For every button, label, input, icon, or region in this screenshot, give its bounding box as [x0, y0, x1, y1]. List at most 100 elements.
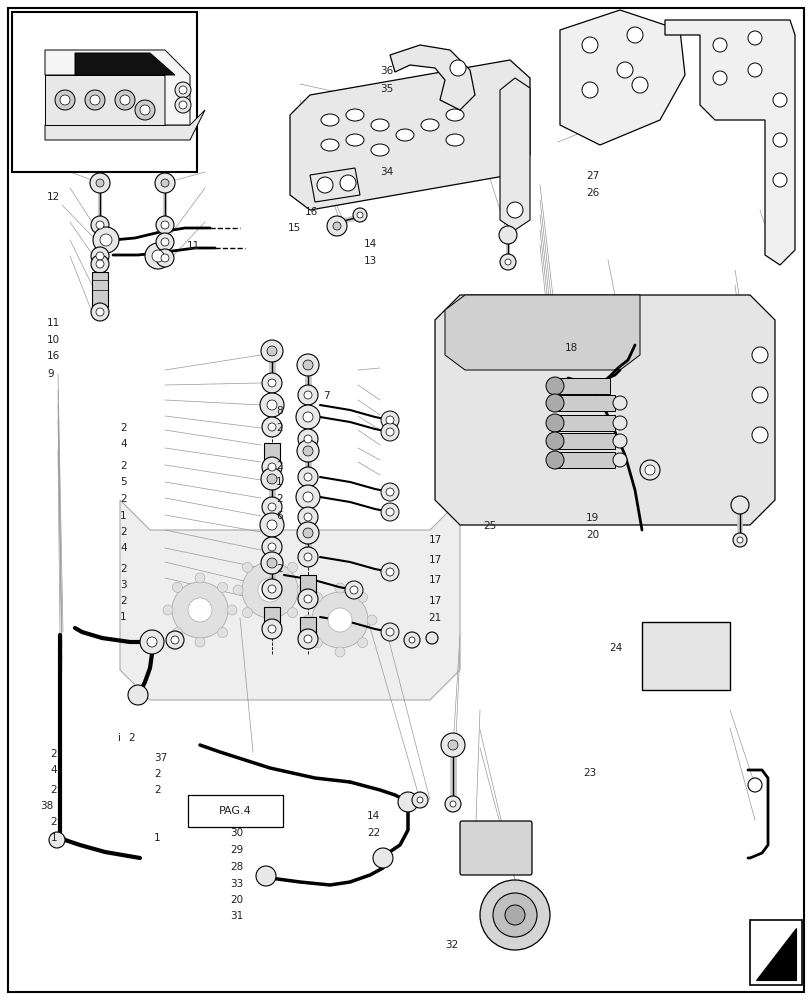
Circle shape [242, 608, 252, 618]
Circle shape [747, 31, 761, 45]
Text: 20: 20 [230, 895, 242, 905]
Circle shape [139, 105, 150, 115]
Circle shape [227, 605, 237, 615]
Text: 2: 2 [120, 423, 127, 433]
Text: 4: 4 [120, 543, 127, 553]
Bar [642, 622, 729, 690]
Circle shape [90, 173, 109, 193]
Circle shape [175, 82, 191, 98]
Circle shape [303, 473, 311, 481]
Bar [299, 617, 315, 637]
Circle shape [380, 503, 398, 521]
Circle shape [296, 485, 320, 509]
Circle shape [217, 628, 227, 638]
Circle shape [152, 250, 164, 262]
Text: 17: 17 [428, 535, 441, 545]
Text: 25: 25 [483, 521, 496, 531]
Circle shape [298, 467, 318, 487]
Text: 2: 2 [50, 817, 57, 827]
Circle shape [303, 492, 312, 502]
Circle shape [115, 90, 135, 110]
Circle shape [172, 582, 228, 638]
Text: 8: 8 [276, 406, 282, 416]
Polygon shape [75, 53, 175, 75]
Text: 2: 2 [154, 785, 161, 795]
Circle shape [172, 628, 182, 638]
Text: 2: 2 [276, 494, 282, 504]
Circle shape [397, 792, 418, 812]
Circle shape [303, 513, 311, 521]
Circle shape [449, 801, 456, 807]
Text: 27: 27 [586, 171, 599, 181]
Circle shape [479, 880, 549, 950]
Circle shape [262, 497, 281, 517]
Circle shape [736, 537, 742, 543]
Circle shape [96, 221, 104, 229]
Circle shape [385, 488, 393, 496]
Circle shape [161, 179, 169, 187]
Circle shape [178, 101, 187, 109]
Circle shape [268, 625, 276, 633]
Text: 22: 22 [367, 828, 380, 838]
Circle shape [449, 60, 466, 76]
Circle shape [297, 440, 319, 462]
Circle shape [262, 619, 281, 639]
Text: 16: 16 [47, 351, 60, 361]
Text: 32: 32 [444, 940, 457, 950]
Circle shape [626, 27, 642, 43]
Ellipse shape [345, 134, 363, 146]
Circle shape [303, 435, 311, 443]
Polygon shape [560, 10, 684, 145]
Circle shape [448, 740, 457, 750]
Circle shape [161, 221, 169, 229]
Circle shape [255, 866, 276, 886]
Bar [554, 415, 614, 431]
Text: 15: 15 [288, 223, 301, 233]
Polygon shape [664, 20, 794, 265]
Circle shape [631, 77, 647, 93]
Circle shape [612, 396, 626, 410]
Ellipse shape [371, 119, 388, 131]
Circle shape [100, 234, 112, 246]
Text: 2: 2 [276, 461, 282, 471]
Circle shape [297, 522, 319, 544]
Circle shape [96, 308, 104, 316]
Polygon shape [45, 75, 165, 125]
Circle shape [260, 340, 283, 362]
Polygon shape [120, 500, 460, 700]
Circle shape [506, 202, 522, 218]
Bar [554, 378, 609, 394]
Circle shape [96, 252, 104, 260]
Ellipse shape [320, 139, 338, 151]
Circle shape [156, 216, 174, 234]
Circle shape [139, 630, 164, 654]
Circle shape [175, 97, 191, 113]
Circle shape [135, 100, 155, 120]
Circle shape [267, 520, 277, 530]
Circle shape [303, 615, 312, 625]
Circle shape [312, 592, 322, 602]
Circle shape [268, 503, 276, 511]
Circle shape [96, 260, 104, 268]
Circle shape [385, 508, 393, 516]
Circle shape [268, 543, 276, 551]
Bar [264, 607, 280, 627]
Polygon shape [755, 928, 795, 980]
Text: 1: 1 [120, 612, 127, 622]
Circle shape [55, 90, 75, 110]
Circle shape [195, 637, 204, 647]
Circle shape [145, 243, 171, 269]
Circle shape [312, 638, 322, 648]
Circle shape [262, 537, 281, 557]
Polygon shape [500, 78, 530, 230]
Circle shape [372, 848, 393, 868]
Text: 9: 9 [47, 369, 54, 379]
Circle shape [612, 434, 626, 448]
Circle shape [260, 393, 284, 417]
Circle shape [380, 423, 398, 441]
Circle shape [612, 453, 626, 467]
Circle shape [732, 533, 746, 547]
Circle shape [380, 563, 398, 581]
Text: 2: 2 [120, 564, 127, 574]
Circle shape [264, 617, 275, 627]
